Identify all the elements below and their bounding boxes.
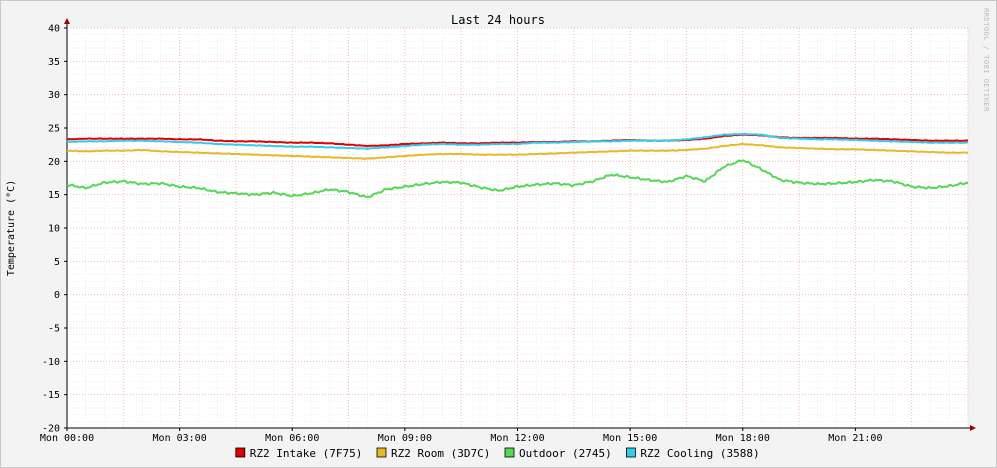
y-tick-label: 35: [48, 57, 60, 68]
series-line: [66, 159, 969, 198]
x-tick-label: Mon 12:00: [490, 433, 544, 444]
y-tick-label: 10: [48, 224, 60, 235]
series-line: [66, 133, 969, 148]
legend-swatch: [504, 447, 515, 458]
x-tick-label: Mon 18:00: [716, 433, 770, 444]
legend-item: Outdoor (2745): [504, 447, 612, 460]
legend-item: RZ2 Room (3D7C): [376, 447, 490, 460]
legend-swatch: [376, 447, 387, 458]
y-tick-label: 0: [54, 290, 60, 301]
y-tick-label: 20: [48, 157, 60, 168]
legend: RZ2 Intake (7F75) RZ2 Room (3D7C) Outdoor …: [235, 447, 760, 460]
legend-label: RZ2 Cooling (3588): [640, 447, 759, 460]
y-axis-arrow: [64, 18, 70, 24]
x-tick-label: Mon 06:00: [265, 433, 319, 444]
x-tick-label: Mon 15:00: [603, 433, 657, 444]
y-tick-label: -5: [48, 324, 60, 335]
y-tick-label: -10: [42, 357, 60, 368]
legend-item: RZ2 Cooling (3588): [626, 447, 760, 460]
legend-label: RZ2 Intake (7F75): [250, 447, 363, 460]
x-tick-label: Mon 00:00: [40, 433, 94, 444]
series-line: [66, 132, 969, 150]
x-tick-label: Mon 21:00: [828, 433, 882, 444]
rrdtool-watermark: RRDTOOL / TOBI OETIKER: [982, 8, 990, 112]
legend-swatch: [626, 447, 636, 458]
legend-swatch: [235, 447, 246, 458]
legend-label: RZ2 Room (3D7C): [391, 447, 490, 460]
axes: -20 -15 -10 -5 0 5 10 15 20 25 30 35 40 Mon 00:00 Mon …: [40, 18, 976, 444]
x-tick-label: Mon 09:00: [378, 433, 432, 444]
y-tick-label: -20: [42, 424, 60, 435]
y-tick-label: -15: [42, 390, 60, 401]
y-tick-label: 15: [48, 190, 60, 201]
y-axis-label: Temperature (°C): [6, 180, 17, 276]
chart-title: Last 24 hours: [451, 13, 545, 27]
x-tick-label: Mon 03:00: [153, 433, 207, 444]
y-tick-label: 30: [48, 90, 60, 101]
x-axis-arrow: [970, 425, 976, 431]
y-tick-label: 25: [48, 124, 60, 135]
series-lines: [66, 132, 969, 198]
y-tick-label: 40: [48, 24, 60, 35]
y-tick-label: 5: [54, 257, 60, 268]
legend-item: RZ2 Intake (7F75): [235, 447, 363, 460]
series-line: [67, 142, 968, 160]
legend-label: Outdoor (2745): [519, 447, 612, 460]
grid: [66, 27, 969, 429]
